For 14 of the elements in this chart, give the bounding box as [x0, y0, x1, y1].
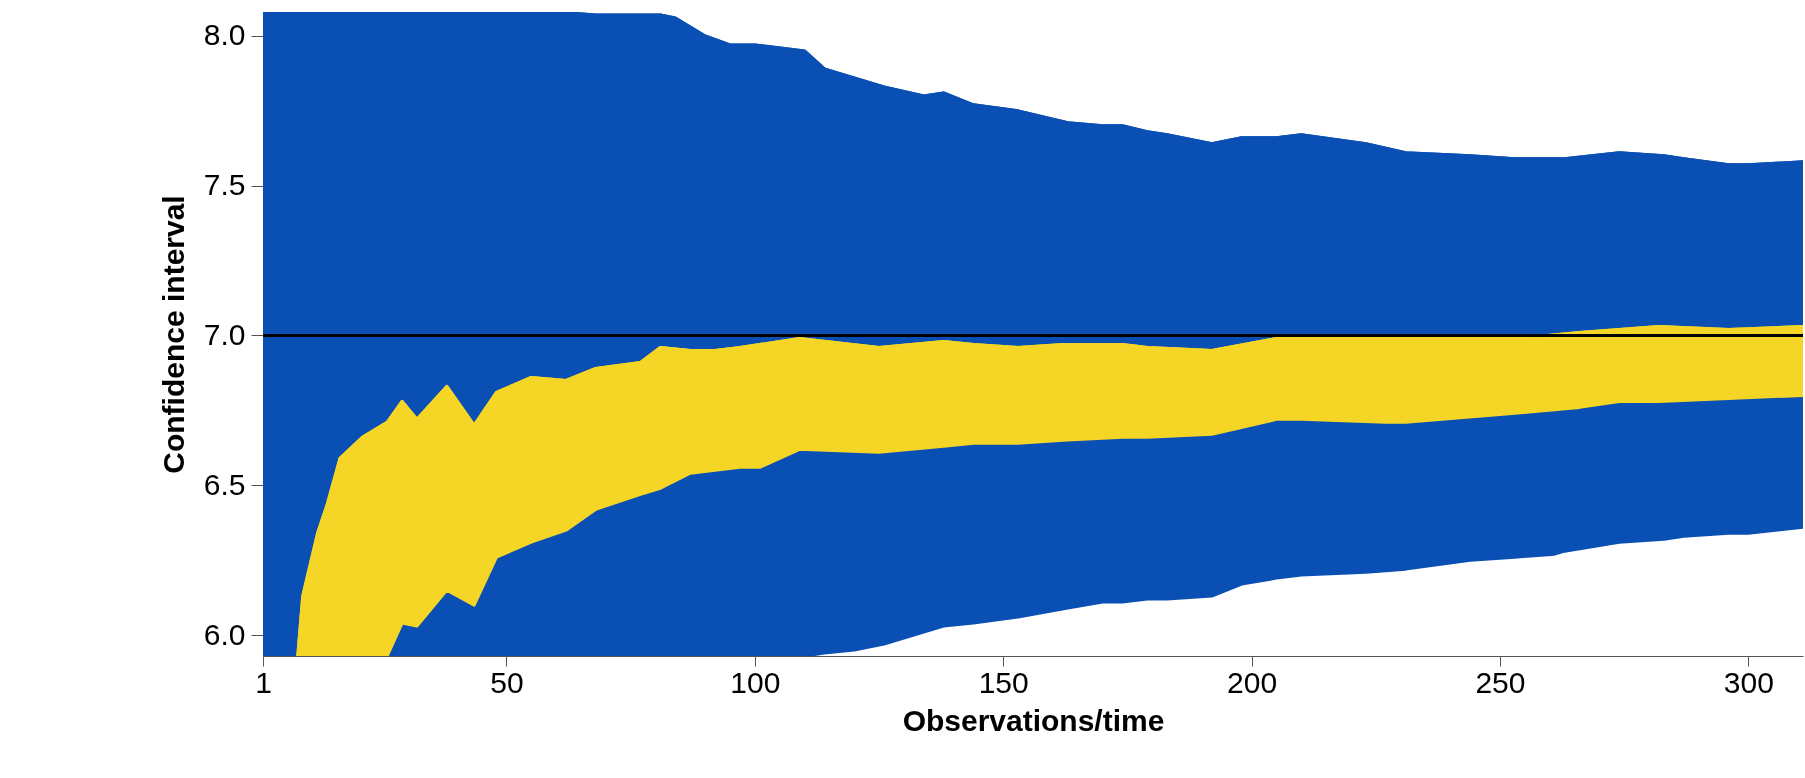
x-tick-label: 150: [978, 665, 1029, 699]
x-axis-title: Observations/time: [902, 703, 1165, 737]
y-tick-label: 6.0: [203, 617, 246, 651]
y-tick-label: 7.5: [203, 168, 246, 202]
y-tick-label: 8.0: [203, 18, 246, 52]
x-tick-label: 50: [490, 665, 524, 699]
x-tick-label: 250: [1475, 665, 1526, 699]
y-axis-title: Confidence interval: [156, 195, 190, 474]
y-tick-label: 6.5: [203, 467, 246, 501]
x-tick-label: 1: [255, 665, 272, 699]
x-tick-label: 300: [1723, 665, 1774, 699]
x-tick-label: 100: [730, 665, 781, 699]
x-tick-label: 200: [1227, 665, 1278, 699]
y-tick-label: 7.0: [203, 318, 246, 351]
